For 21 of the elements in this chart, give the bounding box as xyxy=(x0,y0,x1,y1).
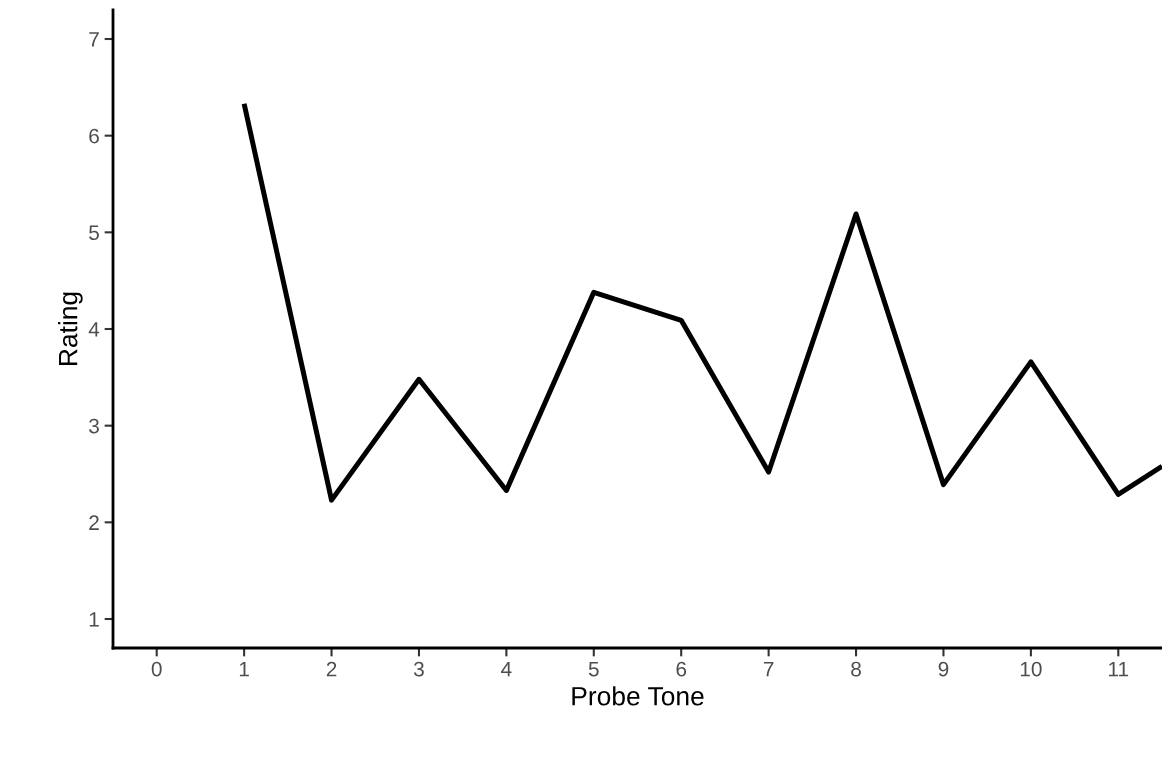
y-tick-label: 6 xyxy=(89,128,99,144)
x-tick-label: 10 xyxy=(1020,661,1042,677)
x-tick-label: 2 xyxy=(326,661,337,677)
x-tick-label: 7 xyxy=(763,661,774,677)
x-tick-label: 4 xyxy=(501,661,512,677)
x-tick-label: 6 xyxy=(676,661,687,677)
y-tick-label: 1 xyxy=(89,612,99,627)
y-tick-label: 7 xyxy=(89,32,99,47)
x-tick-label: 9 xyxy=(938,661,949,677)
x-axis-title: Probe Tone xyxy=(572,686,704,706)
y-axis-title: Rating xyxy=(58,292,83,365)
y-tick-label: 5 xyxy=(89,225,99,241)
y-tick-label: 2 xyxy=(89,515,99,530)
x-tick-label: 0 xyxy=(151,661,162,677)
x-tick-label: 5 xyxy=(588,661,599,677)
x-tick-label: 11 xyxy=(1109,661,1129,677)
y-tick-label: 3 xyxy=(89,418,99,434)
x-tick-label: 3 xyxy=(413,661,424,677)
x-tick-label: 1 xyxy=(239,661,249,677)
y-tick-label: 4 xyxy=(88,322,100,337)
x-tick-label: 8 xyxy=(851,661,861,677)
